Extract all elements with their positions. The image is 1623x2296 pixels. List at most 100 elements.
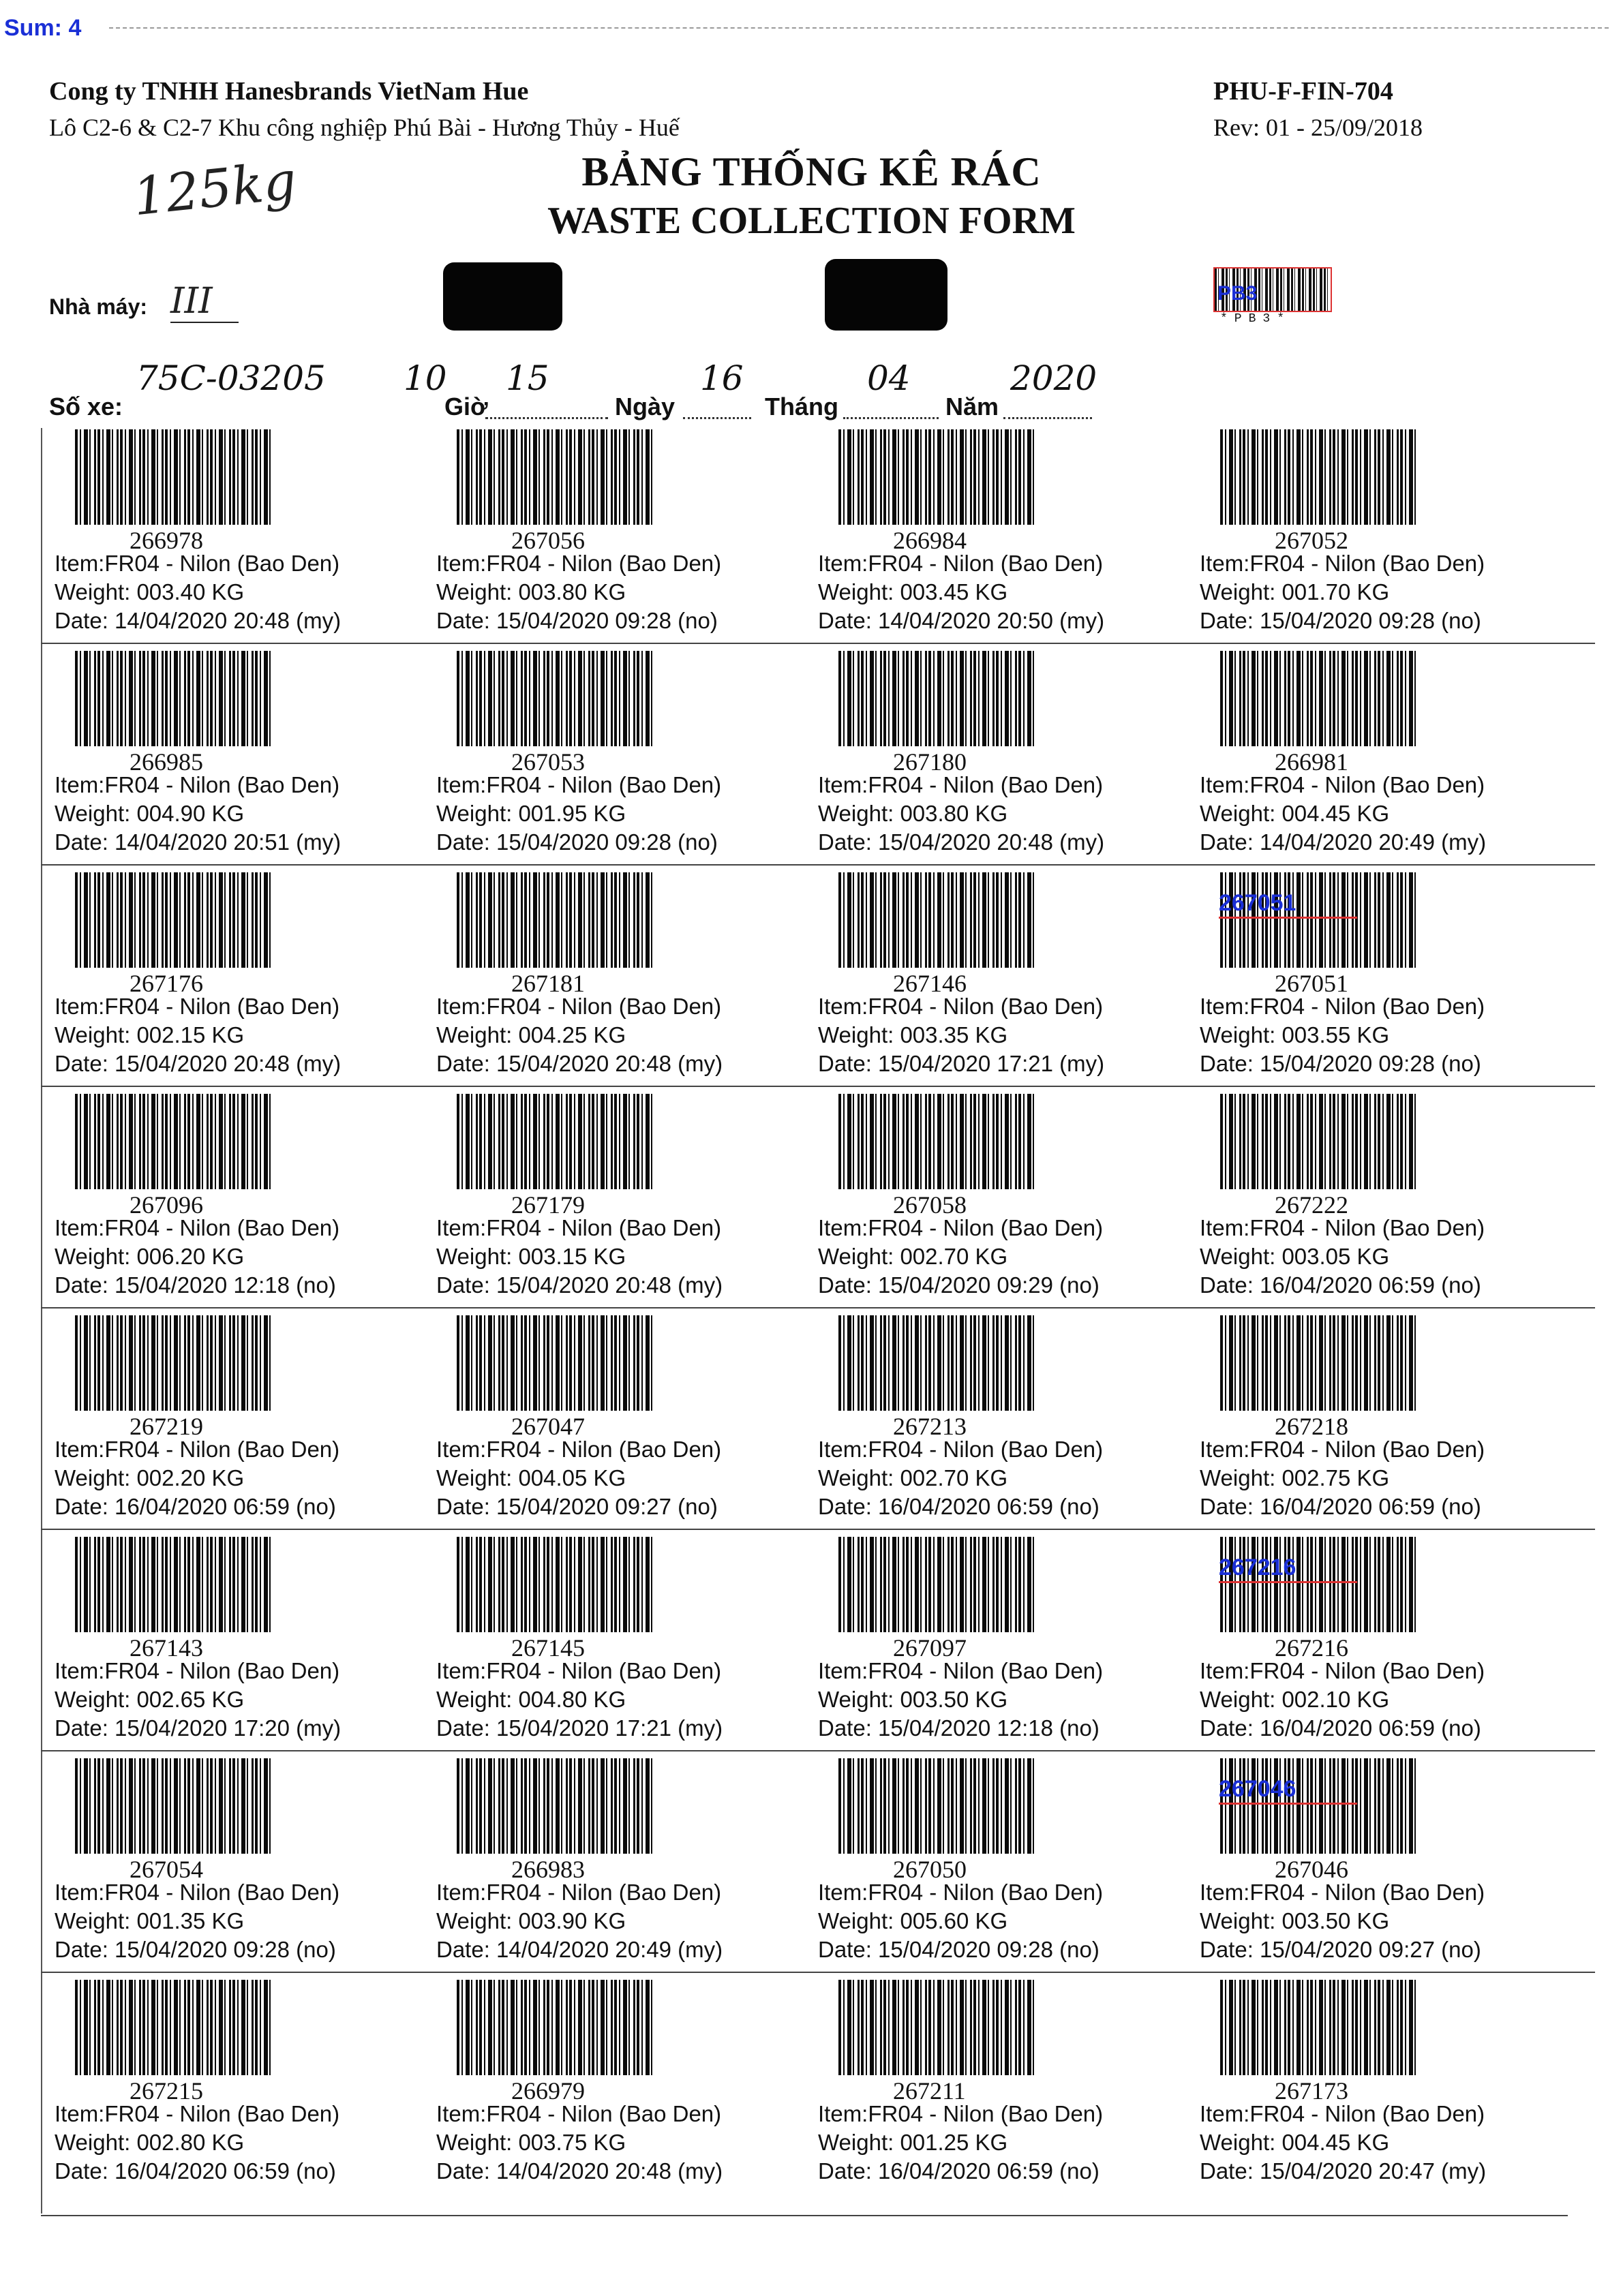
- label-code: 267219: [130, 1413, 203, 1440]
- label-weight: Weight: 004.80 KG: [436, 1687, 626, 1712]
- label-code: 267180: [893, 748, 967, 776]
- label-item: Item:FR04 - Nilon (Bao Den): [55, 551, 340, 576]
- label-item: Item:FR04 - Nilon (Bao Den): [436, 2101, 722, 2126]
- label-date: Date: 15/04/2020 20:48 (my): [818, 829, 1105, 855]
- row-separator: [41, 864, 1595, 866]
- label-weight: Weight: 001.25 KG: [818, 2130, 1008, 2155]
- label-date: Date: 15/04/2020 09:28 (no): [818, 1937, 1099, 1962]
- label-date: Date: 14/04/2020 20:49 (my): [1200, 829, 1487, 855]
- waste-label: 267056 Item:FR04 - Nilon (Bao Den) Weight:…: [436, 429, 804, 647]
- waste-label: 267054 Item:FR04 - Nilon (Bao Den) Weight:…: [55, 1758, 423, 1976]
- label-date: Date: 15/04/2020 09:28 (no): [1200, 608, 1481, 633]
- waste-label: 267053 Item:FR04 - Nilon (Bao Den) Weight:…: [436, 651, 804, 869]
- label-barcode: [75, 1980, 273, 2075]
- label-code: 266978: [130, 527, 203, 554]
- sum-stamp: Sum: 4: [4, 15, 82, 41]
- label-code: 267215: [130, 2077, 203, 2104]
- row-separator: [41, 643, 1595, 644]
- hour-value: 10: [404, 358, 447, 398]
- label-barcode: [457, 651, 654, 746]
- label-code: 266979: [511, 2077, 585, 2104]
- label-barcode: [457, 1758, 654, 1854]
- label-item: Item:FR04 - Nilon (Bao Den): [818, 1215, 1104, 1240]
- label-code: 267145: [511, 1634, 585, 1662]
- label-date: Date: 14/04/2020 20:49 (my): [436, 1937, 723, 1962]
- label-barcode: [838, 651, 1036, 746]
- label-barcode: [838, 1537, 1036, 1632]
- label-weight: Weight: 004.45 KG: [1200, 2130, 1390, 2155]
- waste-label: 267216 267216 Item:FR04 - Nilon (Bao Den) W…: [1200, 1537, 1568, 1755]
- label-weight: Weight: 002.70 KG: [818, 1244, 1008, 1269]
- waste-label: 267180 Item:FR04 - Nilon (Bao Den) Weight:…: [818, 651, 1186, 869]
- waste-label: 267143 Item:FR04 - Nilon (Bao Den) Weight:…: [55, 1537, 423, 1755]
- label-code: 267213: [893, 1413, 967, 1440]
- label-barcode: [1220, 651, 1418, 746]
- label-weight: Weight: 004.25 KG: [436, 1022, 626, 1047]
- label-item: Item:FR04 - Nilon (Bao Den): [55, 994, 340, 1019]
- label-barcode: [838, 1980, 1036, 2075]
- label-item: Item:FR04 - Nilon (Bao Den): [1200, 1880, 1485, 1905]
- waste-label: 266985 Item:FR04 - Nilon (Bao Den) Weight:…: [55, 651, 423, 869]
- label-code: 267051: [1275, 970, 1348, 997]
- label-date: Date: 15/04/2020 20:48 (my): [55, 1051, 342, 1076]
- label-barcode: [1220, 1537, 1418, 1632]
- barcode-caption: *PB3*: [1220, 312, 1292, 326]
- label-item: Item:FR04 - Nilon (Bao Den): [436, 1658, 722, 1683]
- label-code: 267054: [130, 1856, 203, 1883]
- label-weight: Weight: 003.15 KG: [436, 1244, 626, 1269]
- waste-label: 266984 Item:FR04 - Nilon (Bao Den) Weight:…: [818, 429, 1186, 647]
- factory-value: III: [170, 281, 239, 323]
- minute-value: 15: [506, 358, 549, 398]
- label-weight: Weight: 003.50 KG: [1200, 1908, 1390, 1933]
- label-code: 267046: [1275, 1856, 1348, 1883]
- top-dashed-rule: [109, 27, 1609, 29]
- month-label: Tháng: [765, 393, 838, 420]
- label-date: Date: 15/04/2020 20:48 (my): [436, 1272, 723, 1298]
- waste-label: 267050 Item:FR04 - Nilon (Bao Den) Weight:…: [818, 1758, 1186, 1976]
- label-date: Date: 16/04/2020 06:59 (no): [55, 2158, 336, 2184]
- label-date: Date: 16/04/2020 06:59 (no): [818, 1494, 1099, 1519]
- label-item: Item:FR04 - Nilon (Bao Den): [436, 1880, 722, 1905]
- label-date: Date: 16/04/2020 06:59 (no): [1200, 1272, 1481, 1298]
- label-barcode: [457, 1537, 654, 1632]
- waste-label: 267173 Item:FR04 - Nilon (Bao Den) Weight:…: [1200, 1980, 1568, 2198]
- label-code: 266983: [511, 1856, 585, 1883]
- label-weight: Weight: 003.80 KG: [818, 801, 1008, 826]
- label-date: Date: 15/04/2020 12:18 (no): [55, 1272, 336, 1298]
- label-date: Date: 14/04/2020 20:48 (my): [55, 608, 342, 633]
- label-barcode: [75, 1537, 273, 1632]
- label-code: 266981: [1275, 748, 1348, 776]
- label-code: 267047: [511, 1413, 585, 1440]
- company-name: Cong ty TNHH Hanesbrands VietNam Hue: [49, 77, 529, 106]
- label-date: Date: 15/04/2020 09:28 (no): [436, 829, 718, 855]
- waste-label: 267097 Item:FR04 - Nilon (Bao Den) Weight:…: [818, 1537, 1186, 1755]
- label-date: Date: 15/04/2020 17:21 (my): [818, 1051, 1105, 1076]
- label-barcode: [457, 429, 654, 525]
- waste-label: 266983 Item:FR04 - Nilon (Bao Den) Weight:…: [436, 1758, 804, 1976]
- barcode-ocr-overlay: PB3: [1217, 282, 1258, 305]
- waste-label: 267181 Item:FR04 - Nilon (Bao Den) Weight:…: [436, 872, 804, 1090]
- label-weight: Weight: 002.75 KG: [1200, 1465, 1390, 1490]
- label-item: Item:FR04 - Nilon (Bao Den): [818, 2101, 1104, 2126]
- label-barcode: [838, 1315, 1036, 1411]
- label-date: Date: 15/04/2020 09:27 (no): [1200, 1937, 1481, 1962]
- year-value: 2020: [1010, 358, 1097, 398]
- label-barcode: [75, 1315, 273, 1411]
- label-item: Item:FR04 - Nilon (Bao Den): [436, 994, 722, 1019]
- label-weight: Weight: 005.60 KG: [818, 1908, 1008, 1933]
- factory-label: Nhà máy:: [49, 294, 148, 319]
- label-item: Item:FR04 - Nilon (Bao Den): [1200, 994, 1485, 1019]
- label-weight: Weight: 003.55 KG: [1200, 1022, 1390, 1047]
- label-date: Date: 15/04/2020 09:28 (no): [1200, 1051, 1481, 1076]
- hour-label: Giờ: [444, 393, 488, 420]
- label-date: Date: 15/04/2020 17:21 (my): [436, 1715, 723, 1741]
- label-barcode: [1220, 429, 1418, 525]
- label-item: Item:FR04 - Nilon (Bao Den): [436, 1215, 722, 1240]
- label-barcode: [1220, 872, 1418, 968]
- label-barcode: [457, 1980, 654, 2075]
- label-barcode: [838, 1094, 1036, 1189]
- row-separator: [41, 1086, 1595, 1087]
- label-item: Item:FR04 - Nilon (Bao Den): [55, 1437, 340, 1462]
- label-date: Date: 14/04/2020 20:51 (my): [55, 829, 342, 855]
- plate-label: Số xe:: [49, 393, 123, 420]
